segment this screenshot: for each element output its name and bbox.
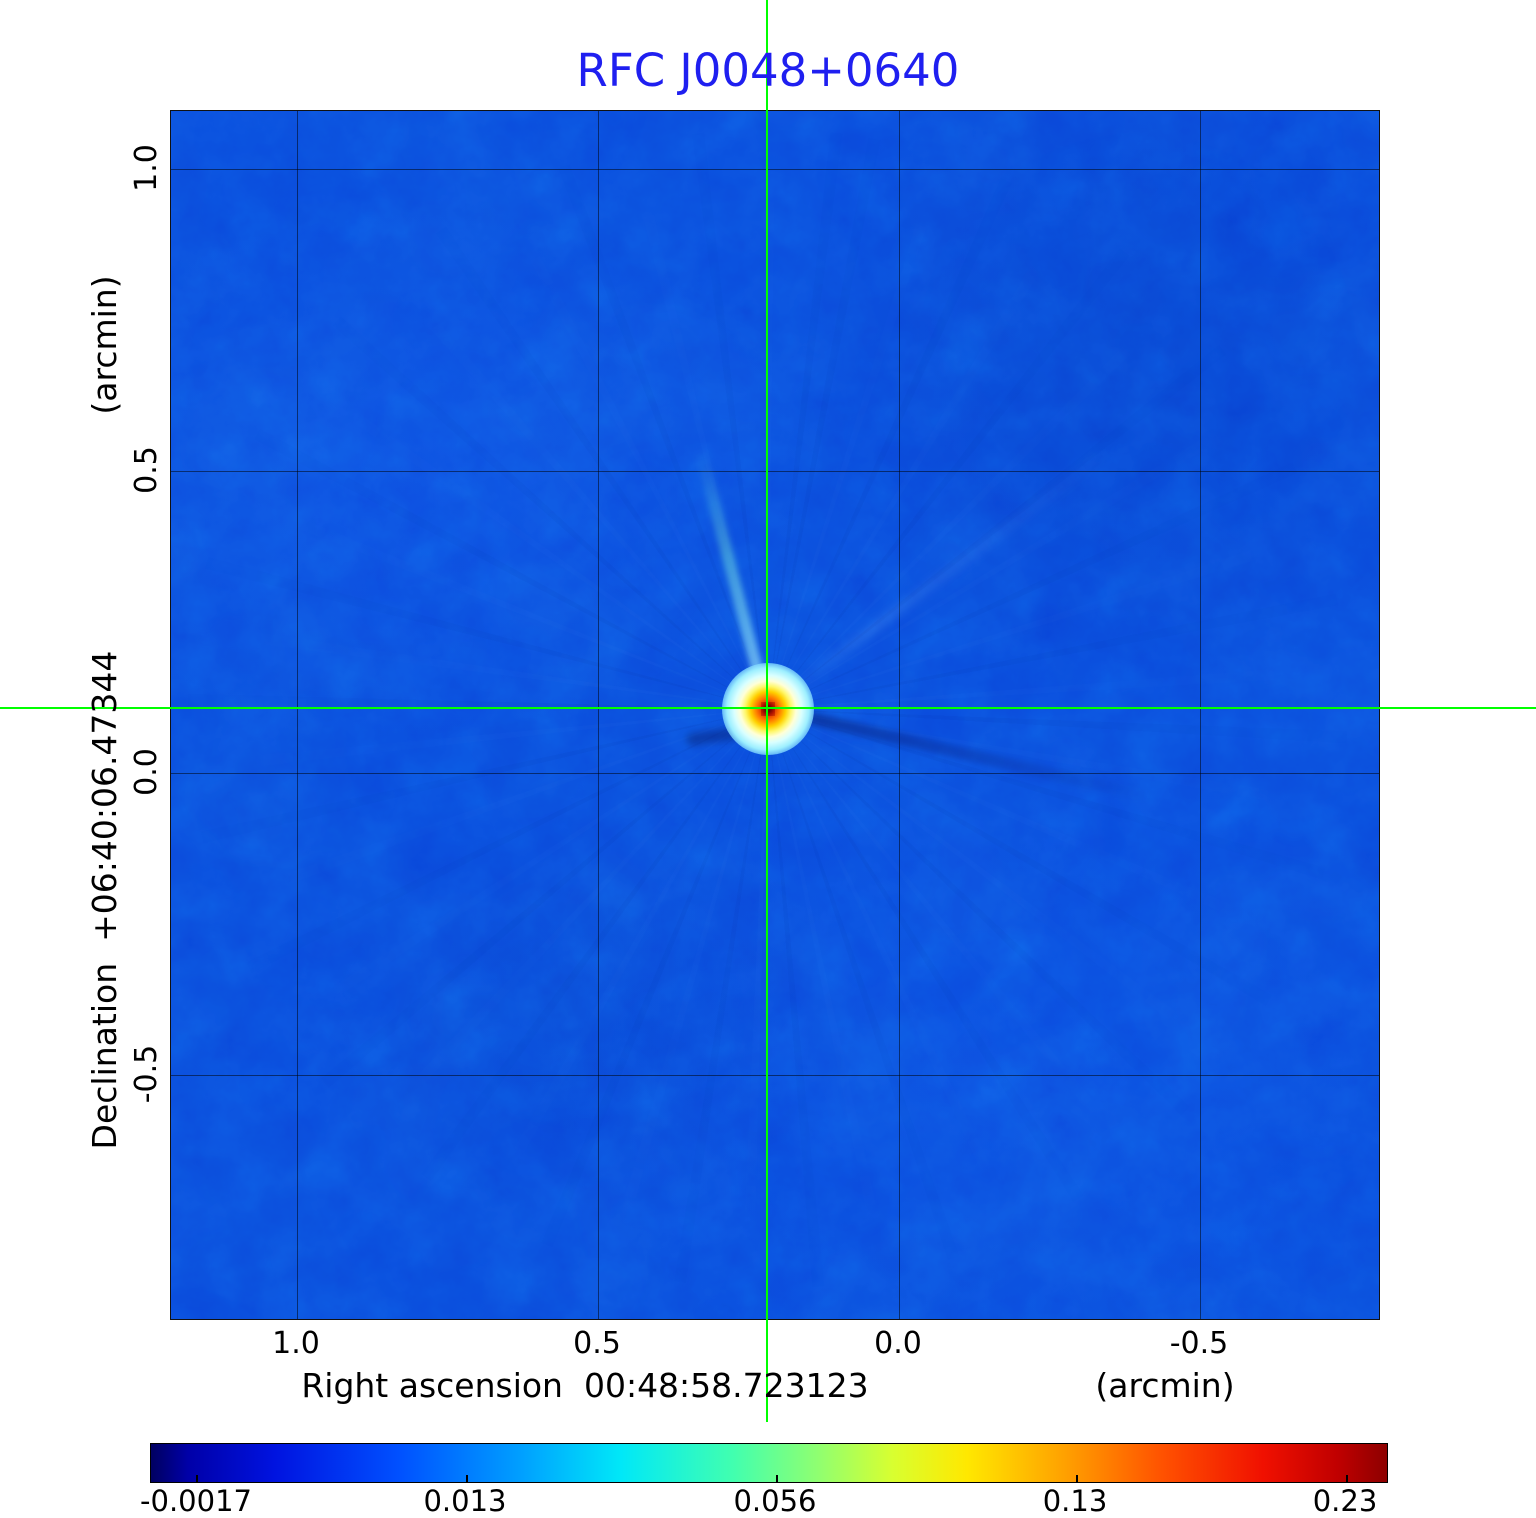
radio-source-peak (761, 702, 775, 716)
colorbar-tick-label: 0.13 (1042, 1484, 1108, 1518)
x-tick-label: 1.0 (272, 1326, 320, 1361)
grid-line (171, 773, 1379, 774)
y-tick-label: -0.5 (129, 1044, 164, 1104)
colorbar-tick-mark (196, 1475, 198, 1482)
x-axis-unit-label: (arcmin) (1095, 1366, 1235, 1405)
colorbar-tick-label: 0.013 (423, 1484, 507, 1518)
y-axis-label: Declination +06:40:06.47344 (85, 650, 124, 1150)
x-tick-label: 0.5 (573, 1326, 621, 1361)
figure-title: RFC J0048+0640 (576, 44, 960, 97)
crosshair-vertical-line (766, 0, 768, 1422)
grid-line (899, 111, 900, 1319)
colorbar-tick-label: 0.056 (733, 1484, 817, 1518)
colorbar-tick-label: 0.23 (1312, 1484, 1378, 1518)
grid-line (171, 471, 1379, 472)
colorbar-tick-mark (776, 1475, 778, 1482)
y-tick-label: 0.0 (129, 748, 164, 796)
x-tick-label: -0.5 (1169, 1326, 1229, 1361)
sky-map-plot-area (170, 110, 1380, 1320)
grid-line (171, 1075, 1379, 1076)
colorbar-tick-mark (1076, 1475, 1078, 1482)
grid-line (598, 111, 599, 1319)
y-tick-label: 1.0 (129, 144, 164, 192)
grid-line (171, 169, 1379, 170)
crosshair-horizontal-line (0, 707, 1536, 709)
grid-line (1200, 111, 1201, 1319)
y-axis-unit-label: (arcmin) (85, 275, 124, 415)
colorbar-tick-mark (466, 1475, 468, 1482)
colorbar-tick-mark (1346, 1475, 1348, 1482)
colorbar-tick-label: -0.0017 (140, 1484, 252, 1518)
x-tick-label: 0.0 (874, 1326, 922, 1361)
y-tick-label: 0.5 (129, 446, 164, 494)
grid-line (297, 111, 298, 1319)
intensity-colorbar (150, 1443, 1388, 1483)
x-axis-label: Right ascension 00:48:58.723123 (301, 1366, 869, 1405)
